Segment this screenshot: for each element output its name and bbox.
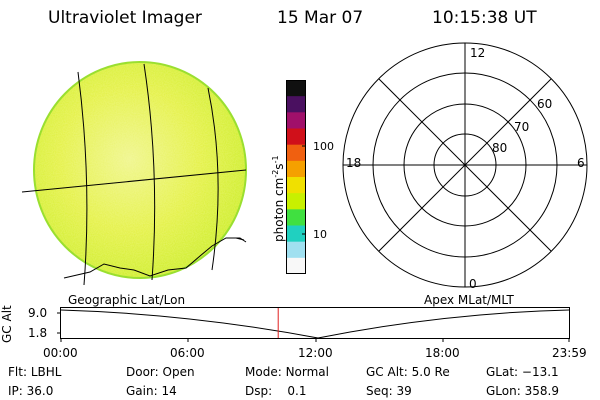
colorbar-unit-main: photon cm xyxy=(272,177,286,242)
colorbar-cell xyxy=(286,112,306,130)
colorbar xyxy=(286,80,306,274)
colorbar-cell xyxy=(286,160,306,178)
altitude-curve xyxy=(60,309,570,339)
door-label: Door: xyxy=(126,365,159,379)
lat-lon-grid xyxy=(21,63,247,286)
colorbar-cell xyxy=(286,96,306,113)
lat-label-60: 60 xyxy=(537,97,553,111)
status-mode: Mode: Normal xyxy=(245,365,329,379)
polar-diagonal-2 xyxy=(378,78,552,252)
gc-alt-axis-title: GC Alt xyxy=(0,305,14,343)
seq-label: Seq: xyxy=(366,384,393,398)
gc-alt-value: 5.0 Re xyxy=(411,365,450,379)
colorbar-cell xyxy=(286,80,306,97)
glon-label: GLon: xyxy=(486,384,521,398)
alt-xtick-label-0: 00:00 xyxy=(43,346,78,360)
colorbar-cell xyxy=(286,209,306,227)
door-value: Open xyxy=(162,365,195,379)
gc-alt-label: GC Alt: xyxy=(366,365,408,379)
alt-xtick-label-3: 18:00 xyxy=(425,346,460,360)
polar-mlat-mlt-plot xyxy=(342,42,588,288)
status-ip: IP: 36.0 xyxy=(8,384,53,398)
colorbar-cell xyxy=(286,177,306,194)
colorbar-tick-label-high: 100 xyxy=(313,140,334,153)
altitude-frame xyxy=(60,307,570,339)
mode-value: Normal xyxy=(285,365,329,379)
colorbar-cell xyxy=(286,241,306,259)
gain-label: Gain: xyxy=(126,384,158,398)
mlt-label-6: 6 xyxy=(577,156,585,170)
status-gc-alt: GC Alt: 5.0 Re xyxy=(366,365,450,379)
geographic-label: Geographic Lat/Lon xyxy=(68,293,186,307)
status-glat: GLat: −13.1 xyxy=(486,365,559,379)
colorbar-unit-exp1: -2 xyxy=(271,169,280,178)
glat-value: −13.1 xyxy=(521,365,559,379)
altitude-timeline xyxy=(57,307,570,342)
glon-value: 358.9 xyxy=(524,384,559,398)
seq-value: 39 xyxy=(396,384,412,398)
date-label: 15 Mar 07 xyxy=(277,8,364,28)
alt-xtick-label-1: 06:00 xyxy=(170,346,205,360)
colorbar-cell xyxy=(286,144,306,162)
alt-ytick-label-high: 9.0 xyxy=(28,306,48,320)
status-seq: Seq: 39 xyxy=(366,384,412,398)
colorbar-cells xyxy=(286,80,306,274)
colorbar-unit-label: photon cm-2s-1 xyxy=(271,155,286,242)
status-glon: GLon: 358.9 xyxy=(486,384,559,398)
colorbar-cell xyxy=(286,225,306,243)
mode-label: Mode: xyxy=(245,365,282,379)
status-door: Door: Open xyxy=(126,365,195,379)
colorbar-tick-label-low: 10 xyxy=(313,228,327,241)
dsp-value: 0.1 xyxy=(287,384,307,398)
apex-label: Apex MLat/MLT xyxy=(424,293,514,307)
colorbar-unit-exp2: -1 xyxy=(271,155,280,164)
lat-label-80: 80 xyxy=(492,141,508,155)
mlt-label-12: 12 xyxy=(470,46,486,60)
mlt-label-18: 18 xyxy=(346,156,362,170)
ip-label: IP: xyxy=(8,384,23,398)
colorbar-cell xyxy=(286,193,306,210)
instrument-title: Ultraviolet Imager xyxy=(48,8,202,28)
status-flt: Flt: LBHL xyxy=(8,365,61,379)
earth-disk-texture xyxy=(34,62,246,278)
colorbar-cell xyxy=(286,257,306,274)
colorbar-unit-mid: s xyxy=(272,163,286,170)
status-dsp: Dsp: 0.1 xyxy=(245,384,307,398)
alt-xtick-label-4: 23:59 xyxy=(552,346,587,360)
glat-label: GLat: xyxy=(486,365,519,379)
status-gain: Gain: 14 xyxy=(126,384,177,398)
alt-xtick-label-2: 12:00 xyxy=(298,346,333,360)
dsp-label: Dsp: xyxy=(245,384,273,398)
alt-ytick-label-low: 1.8 xyxy=(28,326,48,340)
flt-label: Flt: xyxy=(8,365,27,379)
flt-value: LBHL xyxy=(30,365,62,379)
ip-value: 36.0 xyxy=(26,384,54,398)
mlt-label-0: 0 xyxy=(469,277,477,291)
gain-value: 14 xyxy=(161,384,177,398)
colorbar-cell xyxy=(286,128,306,146)
lat-label-70: 70 xyxy=(514,120,530,134)
time-label: 10:15:38 UT xyxy=(432,8,537,28)
